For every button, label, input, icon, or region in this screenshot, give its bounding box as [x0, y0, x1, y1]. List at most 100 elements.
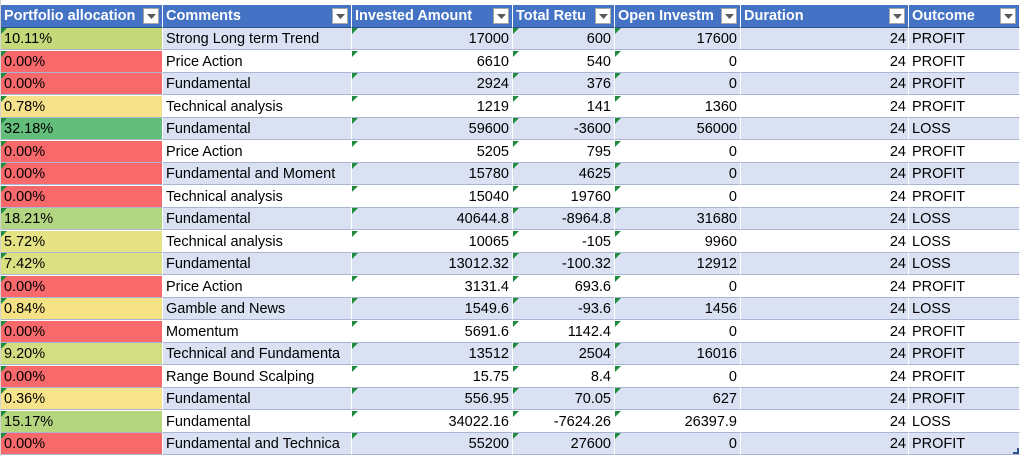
- allocation-cell[interactable]: 0.00%: [1, 50, 163, 73]
- outcome-cell[interactable]: PROFIT: [909, 73, 1020, 95]
- filter-dropdown-icon[interactable]: [889, 8, 905, 24]
- allocation-cell[interactable]: 0.84%: [1, 298, 163, 320]
- comment-cell[interactable]: Technical and Fundamenta: [163, 343, 352, 365]
- duration-cell[interactable]: 24: [741, 95, 909, 118]
- return-cell[interactable]: 600: [513, 28, 615, 50]
- return-cell[interactable]: 19760: [513, 185, 615, 208]
- return-cell[interactable]: 70.05: [513, 388, 615, 410]
- allocation-cell[interactable]: 0.00%: [1, 365, 163, 388]
- open-investment-cell[interactable]: 0: [615, 163, 741, 185]
- outcome-cell[interactable]: PROFIT: [909, 275, 1020, 298]
- allocation-cell[interactable]: 0.78%: [1, 95, 163, 118]
- allocation-cell[interactable]: 5.72%: [1, 230, 163, 253]
- open-investment-cell[interactable]: 627: [615, 388, 741, 410]
- invested-cell[interactable]: 2924: [352, 73, 513, 95]
- invested-cell[interactable]: 59600: [352, 118, 513, 140]
- comment-cell[interactable]: Fundamental: [163, 118, 352, 140]
- invested-cell[interactable]: 3131.4: [352, 275, 513, 298]
- duration-cell[interactable]: 24: [741, 28, 909, 50]
- allocation-cell[interactable]: 18.21%: [1, 208, 163, 230]
- allocation-cell[interactable]: 0.00%: [1, 73, 163, 95]
- outcome-cell[interactable]: LOSS: [909, 410, 1020, 433]
- header-invested-amount[interactable]: Invested Amount: [352, 5, 513, 28]
- comment-cell[interactable]: Price Action: [163, 275, 352, 298]
- open-investment-cell[interactable]: 31680: [615, 208, 741, 230]
- invested-cell[interactable]: 5691.6: [352, 320, 513, 343]
- comment-cell[interactable]: Technical analysis: [163, 230, 352, 253]
- invested-cell[interactable]: 40644.8: [352, 208, 513, 230]
- open-investment-cell[interactable]: 12912: [615, 253, 741, 275]
- filter-dropdown-icon[interactable]: [332, 8, 348, 24]
- filter-dropdown-icon[interactable]: [493, 8, 509, 24]
- comment-cell[interactable]: Fundamental and Moment: [163, 163, 352, 185]
- duration-cell[interactable]: 24: [741, 298, 909, 320]
- open-investment-cell[interactable]: 26397.9: [615, 410, 741, 433]
- open-investment-cell[interactable]: 17600: [615, 28, 741, 50]
- open-investment-cell[interactable]: 0: [615, 320, 741, 343]
- outcome-cell[interactable]: PROFIT: [909, 50, 1020, 73]
- duration-cell[interactable]: 24: [741, 73, 909, 95]
- invested-cell[interactable]: 6610: [352, 50, 513, 73]
- header-duration[interactable]: Duration: [741, 5, 909, 28]
- outcome-cell[interactable]: PROFIT: [909, 95, 1020, 118]
- duration-cell[interactable]: 24: [741, 433, 909, 455]
- invested-cell[interactable]: 5205: [352, 140, 513, 163]
- outcome-cell[interactable]: LOSS: [909, 298, 1020, 320]
- header-outcome[interactable]: Outcome: [909, 5, 1020, 28]
- duration-cell[interactable]: 24: [741, 388, 909, 410]
- outcome-cell[interactable]: LOSS: [909, 208, 1020, 230]
- invested-cell[interactable]: 15040: [352, 185, 513, 208]
- comment-cell[interactable]: Gamble and News: [163, 298, 352, 320]
- open-investment-cell[interactable]: 9960: [615, 230, 741, 253]
- return-cell[interactable]: 795: [513, 140, 615, 163]
- open-investment-cell[interactable]: 1360: [615, 95, 741, 118]
- filter-dropdown-icon[interactable]: [721, 8, 737, 24]
- duration-cell[interactable]: 24: [741, 253, 909, 275]
- invested-cell[interactable]: 1549.6: [352, 298, 513, 320]
- comment-cell[interactable]: Fundamental: [163, 253, 352, 275]
- open-investment-cell[interactable]: 0: [615, 185, 741, 208]
- return-cell[interactable]: 1142.4: [513, 320, 615, 343]
- header-comments[interactable]: Comments: [163, 5, 352, 28]
- comment-cell[interactable]: Technical analysis: [163, 185, 352, 208]
- filter-dropdown-icon[interactable]: [1000, 8, 1016, 24]
- duration-cell[interactable]: 24: [741, 163, 909, 185]
- duration-cell[interactable]: 24: [741, 185, 909, 208]
- duration-cell[interactable]: 24: [741, 410, 909, 433]
- duration-cell[interactable]: 24: [741, 343, 909, 365]
- return-cell[interactable]: 2504: [513, 343, 615, 365]
- open-investment-cell[interactable]: 16016: [615, 343, 741, 365]
- duration-cell[interactable]: 24: [741, 50, 909, 73]
- duration-cell[interactable]: 24: [741, 118, 909, 140]
- header-portfolio-allocation[interactable]: Portfolio allocation: [1, 5, 163, 28]
- comment-cell[interactable]: Fundamental: [163, 410, 352, 433]
- invested-cell[interactable]: 15780: [352, 163, 513, 185]
- open-investment-cell[interactable]: 0: [615, 140, 741, 163]
- comment-cell[interactable]: Price Action: [163, 140, 352, 163]
- outcome-cell[interactable]: PROFIT: [909, 140, 1020, 163]
- allocation-cell[interactable]: 0.00%: [1, 433, 163, 455]
- comment-cell[interactable]: Fundamental: [163, 388, 352, 410]
- outcome-cell[interactable]: PROFIT: [909, 388, 1020, 410]
- comment-cell[interactable]: Strong Long term Trend: [163, 28, 352, 50]
- resize-handle-icon[interactable]: [1013, 448, 1019, 454]
- return-cell[interactable]: 141: [513, 95, 615, 118]
- comment-cell[interactable]: Momentum: [163, 320, 352, 343]
- comment-cell[interactable]: Fundamental: [163, 73, 352, 95]
- allocation-cell[interactable]: 7.42%: [1, 253, 163, 275]
- outcome-cell[interactable]: PROFIT: [909, 163, 1020, 185]
- outcome-cell[interactable]: PROFIT: [909, 433, 1020, 455]
- allocation-cell[interactable]: 0.00%: [1, 163, 163, 185]
- duration-cell[interactable]: 24: [741, 365, 909, 388]
- open-investment-cell[interactable]: 0: [615, 433, 741, 455]
- invested-cell[interactable]: 13512: [352, 343, 513, 365]
- invested-cell[interactable]: 55200: [352, 433, 513, 455]
- return-cell[interactable]: -8964.8: [513, 208, 615, 230]
- allocation-cell[interactable]: 0.00%: [1, 320, 163, 343]
- open-investment-cell[interactable]: 56000: [615, 118, 741, 140]
- return-cell[interactable]: -3600: [513, 118, 615, 140]
- invested-cell[interactable]: 10065: [352, 230, 513, 253]
- comment-cell[interactable]: Price Action: [163, 50, 352, 73]
- allocation-cell[interactable]: 0.00%: [1, 140, 163, 163]
- outcome-cell[interactable]: PROFIT: [909, 28, 1020, 50]
